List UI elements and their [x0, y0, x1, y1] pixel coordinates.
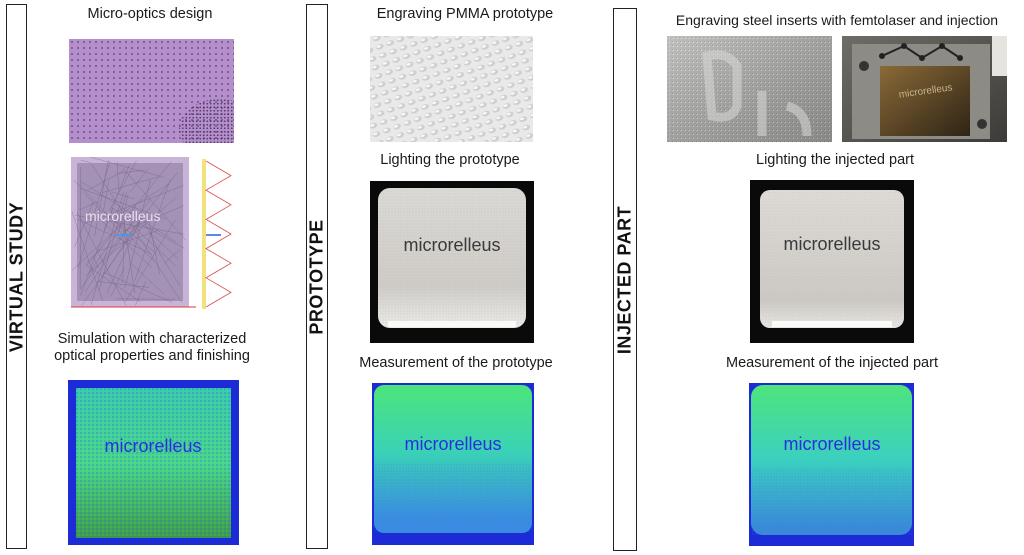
injected-part-label-box: INJECTED PART [613, 8, 637, 551]
pmma-engraving-image [370, 36, 533, 142]
lighting-injected-caption: Lighting the injected part [756, 152, 914, 168]
prototype-label: PROTOTYPE [306, 218, 327, 335]
simulation-word: microrelleus [85, 208, 160, 224]
steel-insert-closeup-image [667, 36, 832, 142]
simulation-raytrace-image: microrelleus [71, 157, 234, 315]
engraving-pmma-caption: Engraving PMMA prototype [376, 6, 554, 22]
micro-optics-design-image [69, 39, 234, 143]
prototype-measurement-image: microrelleus [372, 383, 534, 545]
micro-optics-design-caption: Micro-optics design [87, 6, 213, 22]
injected-measurement-word: microrelleus [783, 434, 880, 454]
injected-part-label: INJECTED PART [614, 205, 635, 354]
virtual-study-label: VIRTUAL STUDY [6, 201, 26, 352]
simulation-heatmap-word: microrelleus [104, 436, 201, 456]
injected-measurement-image: microrelleus [749, 383, 914, 546]
simulation-caption: Simulation with characterized optical pr… [54, 331, 250, 364]
prototype-measurement-word: microrelleus [404, 434, 501, 454]
engraving-steel-caption: Engraving steel inserts with femtolaser … [675, 12, 999, 28]
lit-injected-part-image: microrelleus [750, 180, 914, 343]
steel-mold-image: microrelleus [842, 36, 1007, 142]
simulation-heatmap-image: microrelleus [68, 380, 239, 545]
measurement-prototype-caption: Measurement of the prototype [359, 355, 553, 371]
prototype-label-box: PROTOTYPE [306, 4, 328, 549]
virtual-study-label-box: VIRTUAL STUDY [6, 4, 27, 549]
lit-prototype-image: microrelleus [370, 181, 534, 343]
lit-prototype-word: microrelleus [403, 235, 500, 255]
lit-injected-word: microrelleus [783, 234, 880, 254]
lighting-prototype-caption: Lighting the prototype [380, 152, 520, 168]
measurement-injected-caption: Measurement of the injected part [726, 355, 938, 371]
